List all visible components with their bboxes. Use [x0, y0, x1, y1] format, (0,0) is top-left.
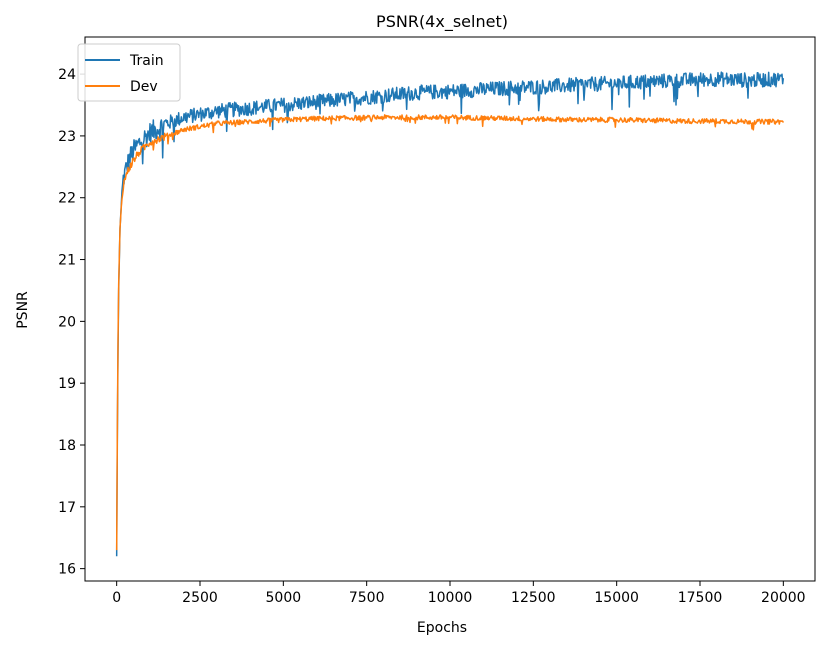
y-tick-label: 16 [58, 562, 76, 578]
legend-box [77, 43, 181, 102]
x-tick-label: 2500 [182, 590, 218, 606]
legend: Train Dev [77, 43, 181, 102]
x-axis-label: Epochs [417, 620, 467, 636]
series-layer [115, 71, 785, 557]
x-tick-label: 15000 [594, 590, 639, 606]
plot-background [85, 37, 815, 581]
y-tick-label: 20 [58, 314, 76, 330]
y-tick-label: 17 [58, 500, 76, 516]
y-tick-label: 22 [58, 191, 76, 207]
x-tick-label: 5000 [266, 590, 302, 606]
x-tick-label: 17500 [678, 590, 723, 606]
y-tick-label: 19 [58, 376, 76, 392]
series-line-dev [115, 114, 785, 551]
legend-label-dev: Dev [130, 79, 158, 95]
y-tick-label: 24 [58, 67, 76, 83]
x-tick-label: 12500 [511, 590, 556, 606]
x-tick-label: 10000 [428, 590, 473, 606]
y-axis-label: PSNR [15, 291, 31, 329]
legend-label-train: Train [129, 53, 164, 69]
series-line-train [115, 71, 785, 557]
chart-title: PSNR(4x_selnet) [376, 12, 508, 32]
x-tick-label: 20000 [761, 590, 806, 606]
y-tick-label: 18 [58, 438, 76, 454]
x-tick-label: 7500 [349, 590, 385, 606]
axes-layer: 0 2500 5000 7500 10000 12500 15000 17500 20000 16… [58, 36, 816, 606]
x-tick-label: 0 [112, 590, 121, 606]
y-tick-label: 21 [58, 253, 76, 269]
y-tick-label: 23 [58, 129, 76, 145]
plot-area [85, 37, 815, 581]
